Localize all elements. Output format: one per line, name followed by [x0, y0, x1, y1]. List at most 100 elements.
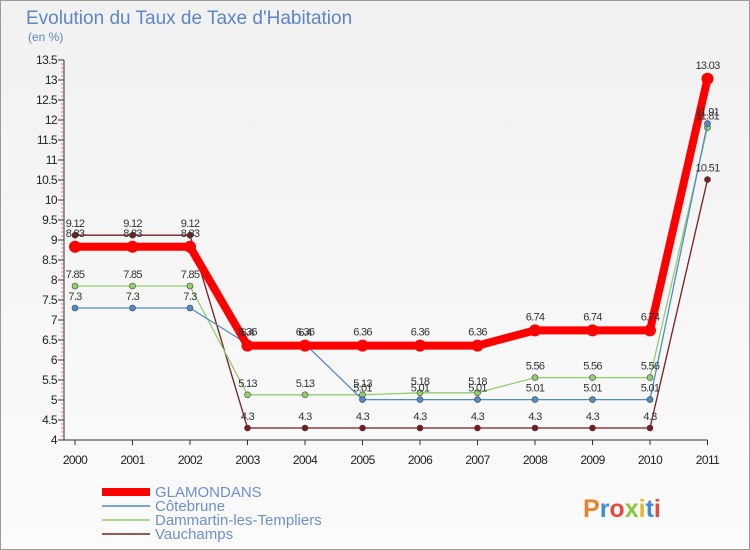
data-label: 11.81 [696, 111, 720, 123]
y-tick-label: 11.5 [37, 133, 58, 147]
data-label: 4.3 [241, 411, 255, 423]
chart-title: Evolution du Taux de Taxe d'Habitation [26, 8, 352, 29]
data-label: 6.36 [296, 327, 315, 339]
y-tick-label: 13 [45, 73, 58, 87]
y-tick-label: 9 [51, 233, 58, 247]
data-label: 6.36 [238, 327, 257, 339]
data-point [474, 396, 481, 403]
data-label: 6.36 [468, 327, 487, 339]
data-label: 4.3 [586, 411, 600, 423]
data-point [129, 282, 136, 290]
data-label: 4.3 [298, 411, 312, 423]
data-label: 4.3 [643, 411, 657, 423]
y-tick-label: 13.5 [36, 53, 58, 67]
x-tick-label: 2000 [63, 453, 88, 467]
data-label: 5.18 [468, 376, 487, 388]
data-label: 5.13 [353, 378, 372, 390]
x-tick-label: 2007 [465, 453, 490, 467]
data-label: 8.83 [181, 228, 200, 240]
x-tick-label: 2011 [696, 453, 720, 467]
data-label: 7.3 [68, 291, 82, 303]
data-label: 10.51 [695, 163, 720, 175]
tick-labels: 44.555.566.577.588.599.51010.51111.51212… [36, 53, 721, 467]
data-point [126, 240, 139, 253]
data-point [531, 424, 539, 432]
data-point [474, 389, 481, 397]
data-label: 5.01 [526, 383, 545, 395]
y-tick-label: 10.5 [36, 173, 58, 187]
data-point [71, 231, 79, 239]
y-tick-label: 11 [46, 153, 58, 167]
proxiti-logo: Proxiti [583, 495, 661, 523]
data-label: 5.13 [296, 378, 315, 390]
data-label: 13.03 [695, 60, 720, 72]
x-tick-label: 2001 [120, 453, 145, 467]
data-labels: 9.12 9.12 9.12 4.3 4.3 4.3 4.3 4.3 4.3 4.3 4.3 10.5… [66, 60, 721, 423]
data-point [416, 424, 424, 432]
y-tick-label: 4.5 [42, 413, 58, 427]
data-label: 4.3 [413, 411, 427, 423]
data-label: 5.01 [468, 383, 487, 395]
data-point [646, 374, 654, 381]
data-label: 5.01 [641, 383, 660, 395]
data-label: 5.01 [353, 383, 372, 395]
data-point [646, 424, 654, 432]
data-point [241, 339, 254, 352]
data-point [184, 240, 196, 253]
data-label: 5.56 [526, 361, 545, 373]
legend: GLAMONDANSCôtebruneDammartin-les-Templie… [102, 484, 322, 543]
x-tick-label: 2005 [350, 453, 375, 467]
series-line-côtebrune [74, 122, 709, 401]
data-label: 5.56 [583, 361, 602, 373]
data-label: 4.3 [528, 411, 542, 423]
data-point [186, 231, 194, 239]
data-point [186, 282, 194, 290]
series-line-dammartin-les-templiers [74, 126, 709, 396]
data-point [471, 339, 484, 352]
data-point [529, 324, 541, 337]
data-label: 6.36 [353, 327, 372, 339]
data-label: 9.12 [123, 218, 142, 230]
data-point [416, 396, 424, 403]
x-tick-label: 2004 [293, 453, 318, 467]
y-tick-label: 6 [51, 353, 58, 367]
data-point [589, 374, 596, 381]
y-tick-label: 12 [45, 113, 58, 127]
data-point [301, 424, 309, 432]
data-label: 7.3 [183, 291, 197, 303]
data-point [701, 72, 714, 85]
data-label: 4.3 [471, 411, 485, 423]
x-tick-label: 2008 [523, 453, 548, 467]
data-point [301, 391, 309, 399]
data-point [71, 282, 79, 290]
data-label: 5.18 [411, 376, 430, 388]
x-tick-label: 2002 [178, 453, 203, 467]
data-point [586, 324, 599, 337]
data-label: 6.74 [526, 311, 545, 323]
data-label: 6.74 [641, 311, 660, 323]
data-label: 7.85 [123, 269, 142, 281]
axes [58, 59, 708, 445]
y-tick-label: 10 [45, 193, 58, 207]
data-point [589, 424, 596, 432]
data-label: 6.36 [411, 327, 430, 339]
data-label: 7.85 [181, 269, 200, 281]
data-point [646, 396, 654, 403]
series-line-glamondans [71, 74, 712, 350]
data-label: 9.12 [66, 218, 85, 230]
data-label: 6.4 [241, 327, 255, 339]
data-label: 5.01 [411, 383, 430, 395]
series-group [69, 72, 714, 432]
data-point [704, 120, 711, 127]
data-point [589, 396, 596, 403]
y-tick-label: 7 [51, 313, 58, 327]
data-label: 4.3 [356, 411, 370, 423]
data-label: 7.3 [126, 291, 140, 303]
data-point [69, 240, 81, 253]
data-label: 5.01 [583, 383, 602, 395]
data-point [359, 424, 366, 432]
y-tick-label: 12.5 [36, 93, 58, 107]
x-tick-label: 2003 [235, 453, 260, 467]
data-point [474, 424, 481, 432]
